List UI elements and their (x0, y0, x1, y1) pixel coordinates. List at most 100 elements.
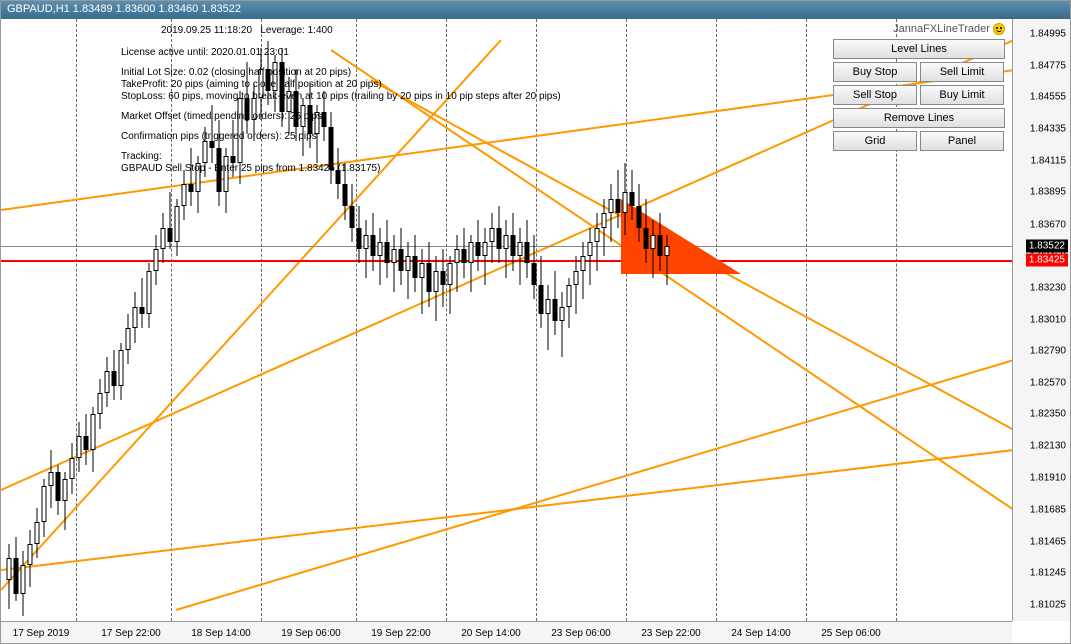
candle (356, 19, 361, 623)
info-lotsize: Initial Lot Size: 0.02 (closing half pos… (121, 67, 351, 78)
candle (265, 19, 270, 623)
candle (69, 19, 74, 623)
candle (370, 19, 375, 623)
candle (237, 19, 242, 623)
candle (258, 19, 263, 623)
y-tick: 1.83895 (1030, 187, 1066, 198)
y-tick: 1.84775 (1030, 60, 1066, 71)
candle (510, 19, 515, 623)
info-offset: Market Offset (timed pending orders): 25… (121, 111, 322, 122)
x-tick: 19 Sep 22:00 (371, 628, 431, 639)
candle (594, 19, 599, 623)
y-tick: 1.82350 (1030, 409, 1066, 420)
y-tick: 1.83010 (1030, 314, 1066, 325)
candle (664, 19, 669, 623)
candle (475, 19, 480, 623)
x-tick: 24 Sep 14:00 (731, 628, 791, 639)
candle (559, 19, 564, 623)
info-trackline: GBPAUD Sell Stop - Enter 25 pips from 1.… (121, 163, 380, 174)
y-tick: 1.84335 (1030, 124, 1066, 135)
sell-limit-button[interactable]: Sell Limit (920, 62, 1004, 82)
candle (132, 19, 137, 623)
candle (153, 19, 158, 623)
candle (566, 19, 571, 623)
info-confirmation: Confirmation pips (triggered orders): 25… (121, 131, 317, 142)
y-axis: 1.849951.847751.845551.843351.841151.838… (1012, 19, 1070, 621)
candle (90, 19, 95, 623)
y-tick: 1.83230 (1030, 282, 1066, 293)
candle (97, 19, 102, 623)
candle (188, 19, 193, 623)
info-stoploss: StopLoss: 60 pips, moving to break-even … (121, 91, 561, 102)
candle (629, 19, 634, 623)
candle (643, 19, 648, 623)
buy-stop-button[interactable]: Buy Stop (833, 62, 917, 82)
candle (433, 19, 438, 623)
candle (55, 19, 60, 623)
candle (174, 19, 179, 623)
candle (20, 19, 25, 623)
candle (41, 19, 46, 623)
candle (657, 19, 662, 623)
candle (139, 19, 144, 623)
x-axis: 17 Sep 201917 Sep 22:0018 Sep 14:0019 Se… (1, 621, 1012, 643)
candle (286, 19, 291, 623)
panel-button[interactable]: Panel (920, 131, 1004, 151)
candle (496, 19, 501, 623)
time-gridline (536, 19, 537, 621)
buy-limit-button[interactable]: Buy Limit (920, 85, 1004, 105)
candle (335, 19, 340, 623)
candle (538, 19, 543, 623)
candle (160, 19, 165, 623)
x-tick: 17 Sep 2019 (13, 628, 70, 639)
candle (531, 19, 536, 623)
orderLine-label: 1.83425 (1026, 253, 1068, 266)
candle (384, 19, 389, 623)
grid-button[interactable]: Grid (833, 131, 917, 151)
candle (146, 19, 151, 623)
candle (321, 19, 326, 623)
candle (76, 19, 81, 623)
info-takeprofit: TakeProfit: 20 pips (aiming to close hal… (121, 79, 382, 90)
candle (181, 19, 186, 623)
y-tick: 1.81025 (1030, 600, 1066, 611)
button-panel: Level Lines Buy Stop Sell Limit Sell Sto… (833, 39, 1005, 151)
candle (62, 19, 67, 623)
candle (580, 19, 585, 623)
candle (454, 19, 459, 623)
info-datetime: 2019.09.25 11:18:20 Leverage: 1:400 (161, 25, 333, 36)
candle (601, 19, 606, 623)
currentPrice-label: 1.83522 (1026, 239, 1068, 252)
sell-stop-button[interactable]: Sell Stop (833, 85, 917, 105)
candle (342, 19, 347, 623)
candle (244, 19, 249, 623)
candle (167, 19, 172, 623)
candle (34, 19, 39, 623)
smiley-icon (993, 23, 1005, 35)
level-lines-button[interactable]: Level Lines (833, 39, 1005, 59)
candle (111, 19, 116, 623)
y-tick: 1.81245 (1030, 568, 1066, 579)
candle (27, 19, 32, 623)
time-gridline (806, 19, 807, 621)
candle (300, 19, 305, 623)
candle (279, 19, 284, 623)
candle (398, 19, 403, 623)
y-tick: 1.83670 (1030, 219, 1066, 230)
candle (650, 19, 655, 623)
candle (391, 19, 396, 623)
candle (573, 19, 578, 623)
x-tick: 23 Sep 06:00 (551, 628, 611, 639)
candle (363, 19, 368, 623)
watermark: JannaFXLineTrader (893, 23, 1005, 35)
remove-lines-button[interactable]: Remove Lines (833, 108, 1005, 128)
y-tick: 1.84995 (1030, 29, 1066, 40)
candle (587, 19, 592, 623)
candle (13, 19, 18, 623)
candle (622, 19, 627, 623)
candle (419, 19, 424, 623)
candle (517, 19, 522, 623)
candle (293, 19, 298, 623)
candle (489, 19, 494, 623)
candle (503, 19, 508, 623)
